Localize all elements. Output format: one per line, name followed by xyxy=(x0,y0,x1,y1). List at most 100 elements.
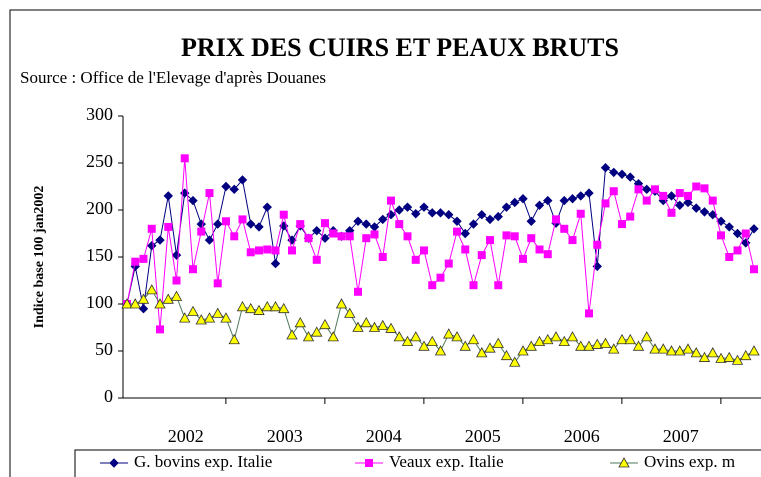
x-tick-label: 2004 xyxy=(366,426,402,446)
marker xyxy=(187,305,199,316)
marker xyxy=(288,246,296,255)
marker xyxy=(411,209,421,219)
marker xyxy=(575,340,587,351)
marker xyxy=(365,459,373,467)
marker xyxy=(568,236,577,245)
marker xyxy=(510,197,520,208)
marker xyxy=(335,298,348,309)
marker xyxy=(601,199,610,208)
marker xyxy=(534,200,545,211)
marker xyxy=(699,207,710,217)
marker xyxy=(725,253,734,261)
marker xyxy=(683,197,693,208)
marker xyxy=(593,240,602,249)
marker xyxy=(238,215,247,224)
marker xyxy=(196,219,206,229)
marker xyxy=(626,212,635,221)
marker xyxy=(172,276,181,285)
marker xyxy=(246,248,255,257)
marker xyxy=(427,208,437,218)
marker xyxy=(188,195,198,206)
marker xyxy=(657,343,669,354)
chart-title: PRIX DES CUIRS ET PEAUX BRUTS xyxy=(181,33,619,62)
chart-subtitle: Source : Office de l'Elevage d'après Dou… xyxy=(20,68,326,87)
marker xyxy=(296,220,305,229)
marker xyxy=(444,259,453,268)
marker xyxy=(550,331,562,342)
marker xyxy=(162,293,174,304)
marker xyxy=(444,209,454,220)
marker xyxy=(418,340,430,351)
y-tick-label: 150 xyxy=(86,245,113,265)
marker xyxy=(189,265,197,274)
series-markers xyxy=(121,284,760,367)
marker xyxy=(171,250,182,260)
marker xyxy=(451,331,463,342)
marker xyxy=(502,231,511,240)
marker xyxy=(667,208,676,217)
legend-label: Ovins exp. m xyxy=(644,452,735,471)
marker xyxy=(426,335,438,347)
marker xyxy=(484,342,496,353)
y-tick-label: 100 xyxy=(86,292,113,312)
marker xyxy=(723,351,735,362)
marker xyxy=(666,191,677,201)
marker xyxy=(469,281,478,290)
marker xyxy=(329,229,338,238)
marker xyxy=(220,312,232,323)
marker xyxy=(567,194,578,204)
marker xyxy=(485,214,495,225)
marker xyxy=(253,304,265,315)
marker xyxy=(608,343,620,354)
marker xyxy=(584,188,594,198)
marker xyxy=(368,321,381,332)
marker xyxy=(642,184,652,195)
marker xyxy=(698,351,711,362)
marker xyxy=(625,172,635,182)
marker xyxy=(494,281,503,290)
x-tick-label: 2005 xyxy=(465,426,501,446)
marker xyxy=(708,196,717,205)
marker xyxy=(155,235,165,245)
marker xyxy=(501,202,512,212)
marker xyxy=(337,232,346,241)
marker xyxy=(535,245,544,254)
marker xyxy=(137,293,150,304)
marker xyxy=(361,219,371,229)
marker xyxy=(179,312,191,323)
marker xyxy=(675,200,685,211)
marker xyxy=(634,185,643,194)
marker xyxy=(395,220,404,229)
marker xyxy=(750,265,758,274)
marker xyxy=(147,241,157,251)
marker xyxy=(599,337,612,348)
marker xyxy=(377,319,389,331)
marker xyxy=(401,335,414,347)
marker xyxy=(254,222,264,232)
marker xyxy=(410,331,422,342)
marker xyxy=(552,215,560,224)
marker xyxy=(510,232,519,241)
marker xyxy=(525,340,537,351)
marker xyxy=(213,219,223,229)
marker xyxy=(460,228,470,239)
marker xyxy=(543,250,552,259)
marker xyxy=(509,356,521,367)
marker xyxy=(270,258,281,269)
marker xyxy=(228,333,240,345)
legend-label: Veaux exp. Italie xyxy=(389,452,504,471)
marker xyxy=(304,234,313,243)
marker xyxy=(733,246,742,255)
marker xyxy=(659,191,668,200)
marker xyxy=(163,191,173,201)
marker xyxy=(560,224,569,233)
marker xyxy=(286,329,298,340)
marker xyxy=(237,175,248,185)
marker xyxy=(131,257,140,266)
marker xyxy=(618,220,626,229)
marker xyxy=(321,219,329,228)
x-tick-label: 2003 xyxy=(267,426,303,446)
marker xyxy=(576,191,586,201)
marker xyxy=(692,182,701,191)
marker xyxy=(616,333,628,345)
